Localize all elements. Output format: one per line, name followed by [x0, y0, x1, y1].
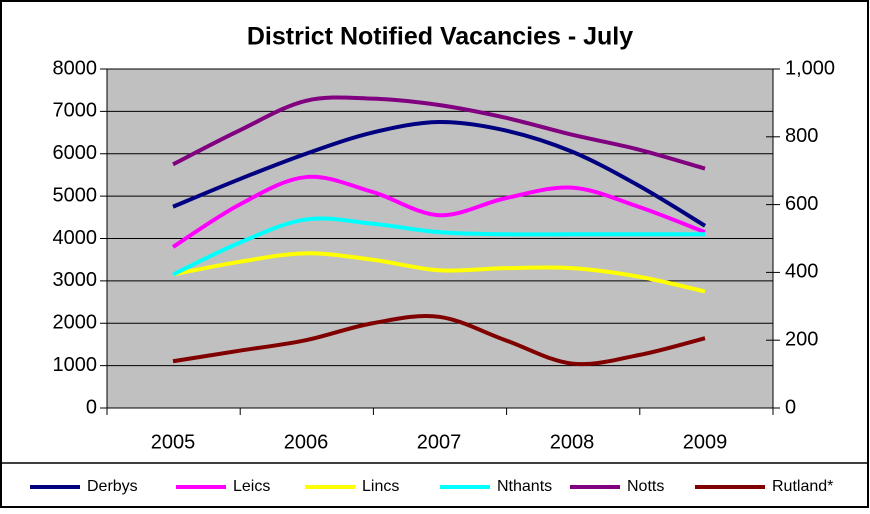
y-tick-label: 1000 [53, 354, 98, 376]
series-line [172, 95, 706, 171]
y-tick-label: 4000 [53, 227, 98, 249]
chart-title: District Notified Vacancies - July [247, 23, 633, 51]
y-tick-label: 7000 [53, 100, 98, 122]
legend-label: Nthants [497, 478, 552, 495]
y2-tick-label: 200 [785, 328, 818, 350]
series-line [172, 216, 705, 277]
y-tick-label: 3000 [53, 269, 98, 291]
series-line [172, 119, 707, 228]
legend-label: Leics [233, 478, 270, 495]
y2-tick-label: 800 [785, 125, 818, 147]
series-line [172, 251, 706, 294]
series-line [171, 174, 706, 249]
x-tick-label: 2008 [550, 431, 595, 453]
legend-label: Notts [627, 478, 664, 495]
x-tick-label: 2005 [151, 431, 196, 453]
legend-label: Derbys [87, 478, 138, 495]
y-tick-label: 6000 [53, 142, 98, 164]
y2-tick-label: 400 [785, 261, 818, 283]
x-tick-label: 2006 [284, 431, 329, 453]
x-tick-label: 2009 [683, 431, 728, 453]
y-tick-label: 0 [86, 396, 97, 418]
y-tick-label: 2000 [53, 312, 98, 334]
y2-tick-label: 1,000 [785, 57, 835, 79]
x-tick-label: 2007 [417, 431, 462, 453]
y2-tick-label: 600 [785, 193, 818, 215]
legend-label: Lincs [362, 478, 399, 495]
series-line [172, 314, 706, 367]
legend-label: Rutland* [772, 478, 833, 495]
y2-tick-label: 0 [785, 396, 796, 418]
y-tick-label: 8000 [53, 57, 98, 79]
y-tick-label: 5000 [53, 184, 98, 206]
